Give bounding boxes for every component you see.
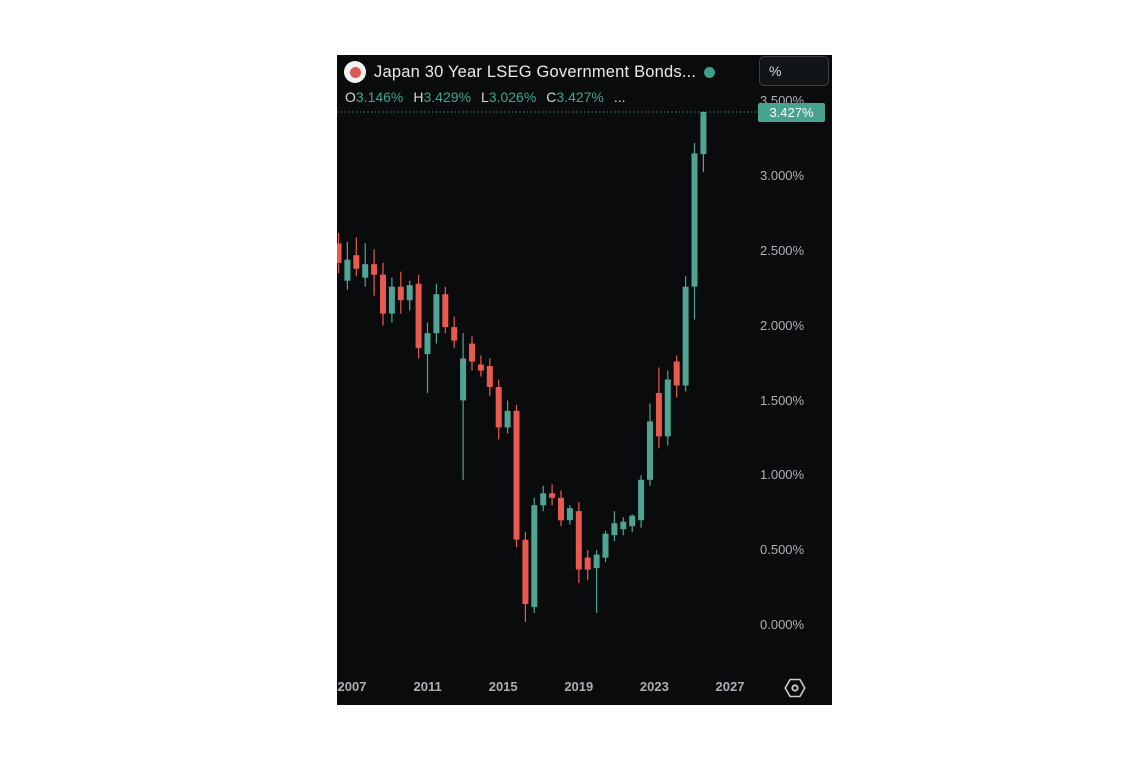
time-tick-label: 2015: [488, 679, 518, 694]
price-tick-label: 2.500%: [760, 242, 805, 258]
candle: [540, 485, 547, 512]
candle: [344, 241, 351, 290]
live-indicator-icon: [704, 66, 716, 78]
candle: [337, 232, 342, 274]
ohlc-high: H3.429%: [413, 89, 471, 105]
candle: [629, 514, 636, 533]
candle: [415, 274, 422, 359]
candle: [620, 517, 627, 536]
candle: [477, 355, 484, 377]
last-price-badge: 3.427%: [758, 102, 825, 122]
candle: [700, 111, 707, 172]
price-tick-label: 0.500%: [760, 542, 805, 558]
symbol-header: Japan 30 Year LSEG Government Bonds...: [344, 59, 716, 85]
candle: [469, 336, 475, 371]
candle: [406, 280, 413, 311]
unit-selector[interactable]: %: [759, 56, 829, 86]
candle: [682, 276, 689, 392]
chart-panel[interactable]: 3.500% 3.000% 2.500% 2.000% 1.500% 1.000% 0.50…: [337, 55, 832, 705]
candle: [371, 249, 378, 296]
price-tick-label: 1.000%: [760, 467, 805, 483]
unit-selector-value: %: [769, 63, 782, 79]
price-tick-label: 0.000%: [760, 617, 805, 632]
time-tick-label: 2023: [639, 679, 669, 694]
candle: [558, 490, 564, 527]
candle: [513, 404, 520, 548]
candle: [647, 403, 653, 486]
candle: [655, 367, 662, 449]
time-tick-label: 2007: [337, 679, 367, 694]
candle: [522, 532, 529, 622]
candle: [486, 358, 493, 396]
candle: [460, 333, 467, 480]
time-tick-label: 2011: [413, 679, 442, 694]
candle: [531, 497, 538, 614]
candle: [504, 400, 511, 434]
settings-icon-dot: [791, 684, 799, 692]
candle: [433, 283, 440, 344]
ohlc-close: C3.427%: [546, 89, 604, 105]
candle: [673, 355, 680, 398]
candle: [380, 262, 386, 326]
japan-flag-icon: [344, 61, 366, 83]
candle: [442, 286, 449, 334]
candlestick-plot[interactable]: [337, 55, 832, 705]
candle: [566, 505, 573, 525]
price-tick-label: 2.000%: [760, 317, 805, 333]
candle: [664, 370, 671, 446]
ohlc-row: O3.146% H3.429% L3.026% C3.427% ...: [345, 89, 626, 105]
time-tick-label: 2027: [715, 679, 745, 694]
candle: [593, 550, 600, 613]
candle: [362, 243, 369, 287]
candle: [584, 550, 591, 580]
candle: [451, 316, 458, 348]
candle: [388, 277, 395, 323]
ohlc-more: ...: [613, 89, 626, 105]
candle: [691, 143, 698, 320]
ohlc-low: L3.026%: [480, 89, 537, 105]
candle: [602, 530, 609, 563]
candle: [575, 502, 582, 583]
ohlc-open: O3.146%: [345, 89, 404, 105]
candle: [611, 511, 618, 542]
candle: [495, 379, 502, 440]
price-tick-label: 1.500%: [760, 392, 805, 408]
candle: [424, 322, 431, 393]
candle: [397, 271, 404, 314]
price-tick-label: 3.000%: [760, 167, 805, 183]
time-tick-label: 2019: [564, 679, 594, 694]
candle: [549, 484, 556, 506]
candle: [353, 237, 360, 277]
symbol-title: Japan 30 Year LSEG Government Bonds...: [374, 62, 697, 81]
candle: [638, 475, 645, 528]
settings-icon[interactable]: [784, 677, 806, 699]
